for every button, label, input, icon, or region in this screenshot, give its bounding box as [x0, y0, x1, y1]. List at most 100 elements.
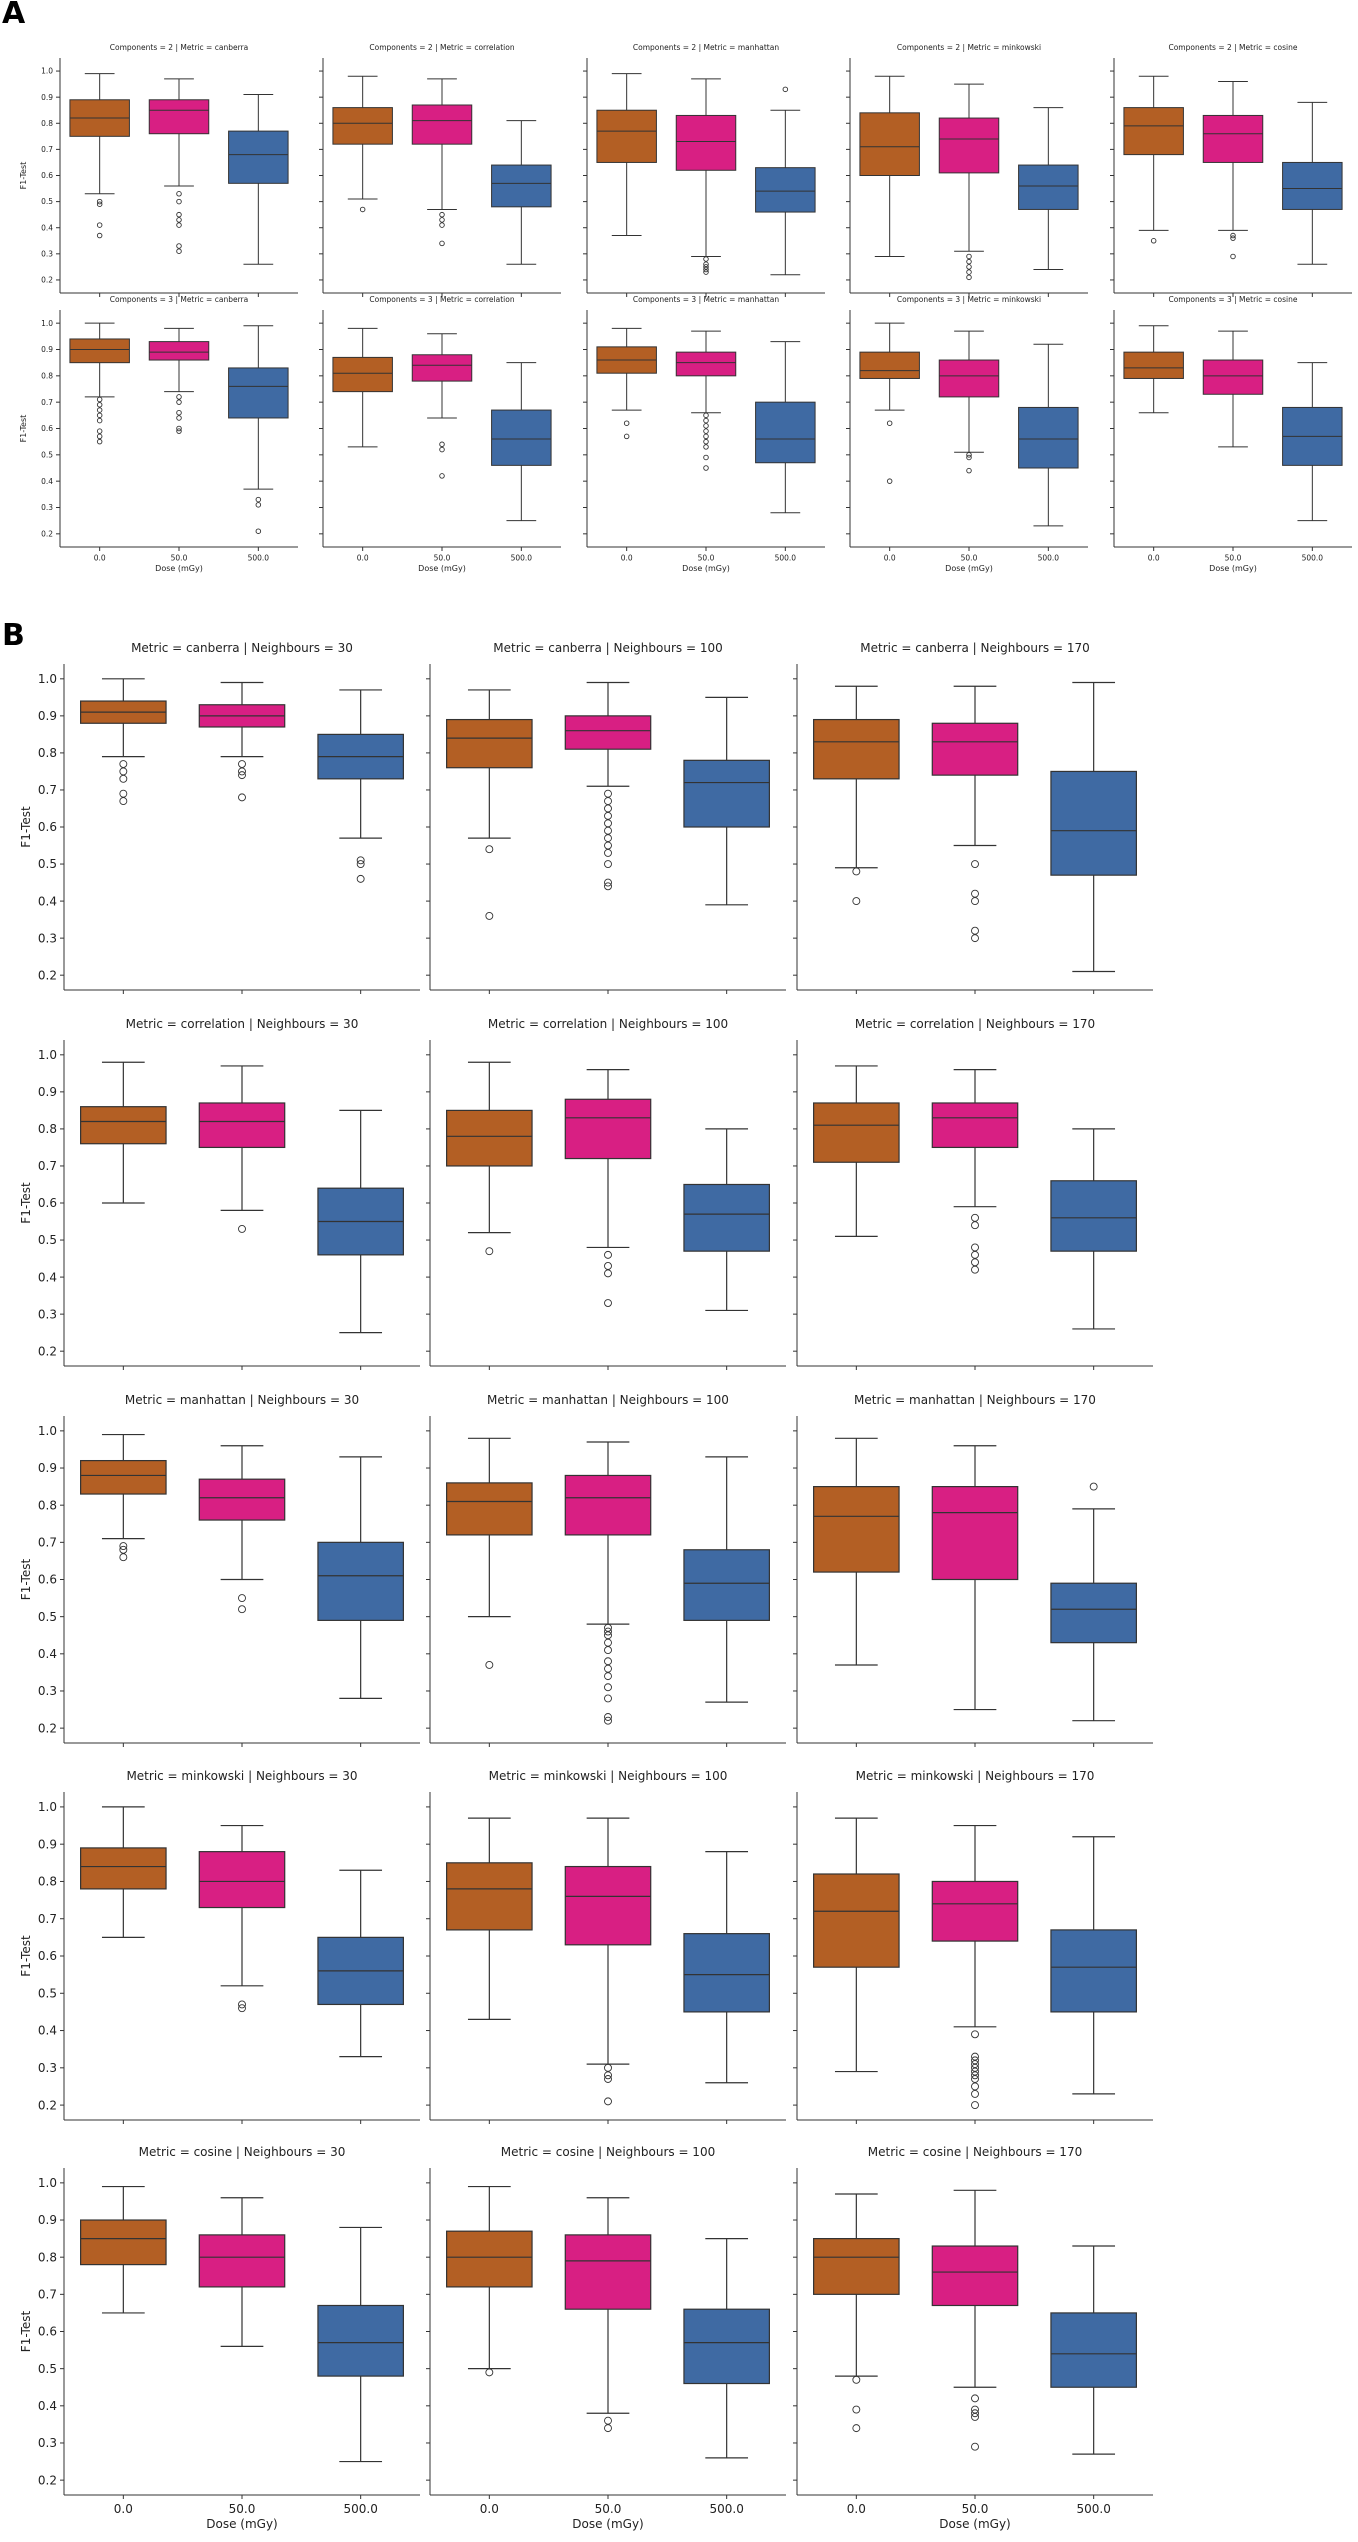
panel-a-facet-4-box-50_0-outlier — [966, 269, 972, 275]
panel-a-facet-6-ytick-label: 0.2 — [41, 529, 53, 538]
panel-a-facet-2-box-50_0-outlier — [439, 222, 445, 228]
panel-a-facet-3-box-50_0-outlier — [703, 264, 709, 270]
panel-b-facet-14-box-50_0-outlier — [604, 2424, 612, 2433]
panel-b-facet-1-ytick-label: 0.8 — [38, 746, 57, 760]
panel-a-facet-5-box-0_0-outlier — [1150, 238, 1157, 244]
panel-b-facet-1-ytick-label: 0.7 — [38, 783, 57, 797]
panel-b-facet-2-box-50_0-outlier — [604, 804, 612, 813]
panel-b-facet-1-title: Metric = canberra | Neighbours = 30 — [131, 641, 353, 655]
panel-b-facet-2-box-0_0-outlier — [485, 911, 494, 920]
panel-b-facet-13-ytick-label: 1.0 — [38, 2176, 57, 2190]
panel-a-facet-9-box-50_0-iqr — [938, 359, 1000, 398]
panel-b-facet-5-title: Metric = correlation | Neighbours = 100 — [488, 1017, 728, 1031]
panel-b-facet-15-box-0_0-outlier — [852, 2375, 861, 2384]
panel-a-facet-1-ytick-label: 0.3 — [41, 249, 53, 258]
panel-b-facet-3-box-50_0-outlier — [971, 897, 979, 906]
panel-b-facet-2-box-500_0-iqr — [683, 759, 770, 828]
panel-b-facet-10-ytick-label: 0.9 — [38, 1837, 57, 1851]
panel-a-facet-9-xtick-label: 0.0 — [884, 554, 896, 563]
panel-a-facet-6-box-50_0-outlier — [176, 399, 182, 405]
panel-a-facet-1-ytick-label: 0.8 — [41, 119, 53, 128]
panel-a-facet-9-box-50_0-outlier — [966, 452, 972, 458]
panel-b-facet-11-box-500_0-iqr — [683, 1933, 770, 2013]
panel-b-facet-10-ylabel: F1-Test — [19, 1935, 33, 1977]
panel-b-facet-13-box-0_0-iqr — [80, 2219, 167, 2266]
panel-b-facet-13-ytick-label: 0.3 — [38, 2436, 57, 2450]
panel-a-facet-4-box-50_0-outlier — [966, 264, 972, 270]
panel-a-facet-7-box-50_0-iqr — [411, 354, 473, 382]
panel-a-facet-6-ytick-label: 0.9 — [41, 345, 53, 354]
panel-a-facet-2-box-500_0-iqr — [491, 164, 552, 208]
panel-b-facet-9-box-50_0-iqr — [931, 1486, 1019, 1581]
panel-b-facet-15-box-0_0-outlier — [852, 2405, 861, 2414]
panel-a-label: A — [2, 0, 26, 31]
panel-b-facet-7-ytick-label: 1.0 — [38, 1424, 57, 1438]
panel-a-facet-6-ytick-label: 0.3 — [41, 503, 53, 512]
panel-a-facet-7-box-500_0-iqr — [491, 409, 552, 466]
panel-b-facet-2-box-50_0-outlier — [604, 834, 612, 843]
panel-b-facet-8-box-50_0-outlier — [604, 1683, 612, 1692]
panel-b-facet-13-xtick-label: 50.0 — [229, 2502, 256, 2516]
panel-a-facet-10-box-50_0-iqr — [1202, 359, 1264, 395]
panel-b-facet-6-box-500_0-iqr — [1050, 1180, 1137, 1252]
panel-b-facet-15-box-50_0-iqr — [931, 2245, 1019, 2307]
panel-b-facet-11-box-50_0-outlier — [604, 2071, 612, 2080]
panel-b-facet-7-box-0_0-iqr — [80, 1459, 167, 1495]
panel-b-facet-4-ytick-label: 0.2 — [38, 1344, 57, 1358]
panel-b-facet-12-box-50_0-outlier — [971, 2067, 979, 2076]
panel-a-facet-1-ytick-label: 0.6 — [41, 171, 53, 180]
panel-b-facet-9-title: Metric = manhattan | Neighbours = 170 — [854, 1393, 1096, 1407]
panel-a-facet-8-box-50_0-outlier — [703, 428, 709, 434]
panel-b-facet-5-box-50_0-outlier — [604, 1262, 612, 1270]
panel-b-facet-12-box-50_0-iqr — [931, 1880, 1019, 1942]
panel-b-facet-1-box-0_0-outlier — [119, 760, 128, 768]
panel-b-facet-15-box-50_0-outlier — [971, 2442, 979, 2451]
panel-a-facet-2-box-0_0-iqr — [332, 107, 393, 145]
panel-a-facet-1-ylabel: F1-Test — [19, 162, 28, 190]
panel-b-facet-2-box-50_0-outlier — [604, 811, 612, 820]
panel-b-facet-5-box-50_0-outlier — [604, 1299, 612, 1307]
panel-a-facet-1-box-50_0-outlier — [176, 191, 182, 197]
panel-b-facet-5-box-0_0-iqr — [446, 1109, 533, 1167]
panel-a-facet-5-box-50_0-outlier — [1230, 253, 1236, 260]
panel-b-facet-6-box-50_0-outlier — [971, 1265, 979, 1274]
panel-a-facet-3-box-500_0-outlier — [782, 86, 789, 93]
panel-a-facet-9-title: Components = 3 | Metric = minkowski — [897, 295, 1041, 304]
panel-a-facet-5-box-50_0-outlier — [1230, 235, 1236, 241]
panel-b-facet-6-box-50_0-iqr — [931, 1102, 1019, 1149]
panel-b-facet-13-title: Metric = cosine | Neighbours = 30 — [139, 2145, 346, 2159]
panel-b-facet-13-ylabel: F1-Test — [19, 2311, 33, 2353]
panel-a-facet-2-box-50_0-outlier — [439, 211, 445, 218]
panel-a-facet-1-box-0_0-outlier — [96, 222, 103, 228]
panel-b-facet-14-box-500_0-iqr — [683, 2308, 770, 2385]
panel-a-facet-8-box-50_0-outlier — [703, 465, 709, 471]
panel-b-facet-8-box-50_0-outlier — [604, 1627, 612, 1636]
panel-a-facet-6-ytick-label: 0.4 — [41, 477, 53, 486]
panel-b-facet-8-title: Metric = manhattan | Neighbours = 100 — [487, 1393, 729, 1407]
panel-b-facet-8-box-50_0-outlier — [604, 1694, 612, 1703]
panel-a-facet-3-box-50_0-outlier — [703, 261, 709, 268]
panel-a-facet-6-box-0_0-outlier — [96, 417, 103, 424]
panel-b-facet-11-box-50_0-outlier — [604, 2063, 612, 2072]
panel-a-facet-1-title: Components = 2 | Metric = canberra — [110, 43, 248, 52]
panel-b-facet-11-box-50_0-outlier — [604, 2075, 612, 2083]
panel-b-facet-1-box-50_0-outlier — [238, 771, 246, 780]
panel-b-facet-15-box-0_0-iqr — [813, 2238, 900, 2295]
panel-b-facet-4-ytick-label: 0.4 — [38, 1270, 57, 1284]
panel-a-facet-5-box-50_0-iqr — [1202, 114, 1264, 163]
panel-b-facet-15-xlabel: Dose (mGy) — [939, 2517, 1010, 2531]
panel-a-facet-10-xtick-label: 50.0 — [1225, 554, 1242, 563]
panel-a-facet-9-xlabel: Dose (mGy) — [945, 564, 993, 573]
panel-a-facet-7-xtick-label: 50.0 — [434, 554, 451, 563]
panel-b-facet-7-ytick-label: 0.8 — [38, 1498, 57, 1512]
panel-b-facet-1-box-500_0-outlier — [356, 860, 365, 868]
panel-b-facet-6-box-0_0-iqr — [813, 1102, 900, 1163]
panel-b-facet-15-xtick-label: 500.0 — [1076, 2502, 1110, 2516]
panel-a-facet-2-box-0_0-outlier — [359, 206, 366, 213]
panel-b-facet-4-ytick-label: 0.9 — [38, 1085, 57, 1099]
panel-a-facet-3-box-50_0-outlier — [703, 266, 709, 273]
panel-a-facet-1-box-50_0-iqr — [148, 99, 210, 135]
panel-a-facet-7-box-50_0-outlier — [439, 441, 445, 448]
panel-b-facet-12-box-50_0-outlier — [971, 2089, 979, 2098]
panel-b-facet-15-title: Metric = cosine | Neighbours = 170 — [868, 2145, 1082, 2159]
